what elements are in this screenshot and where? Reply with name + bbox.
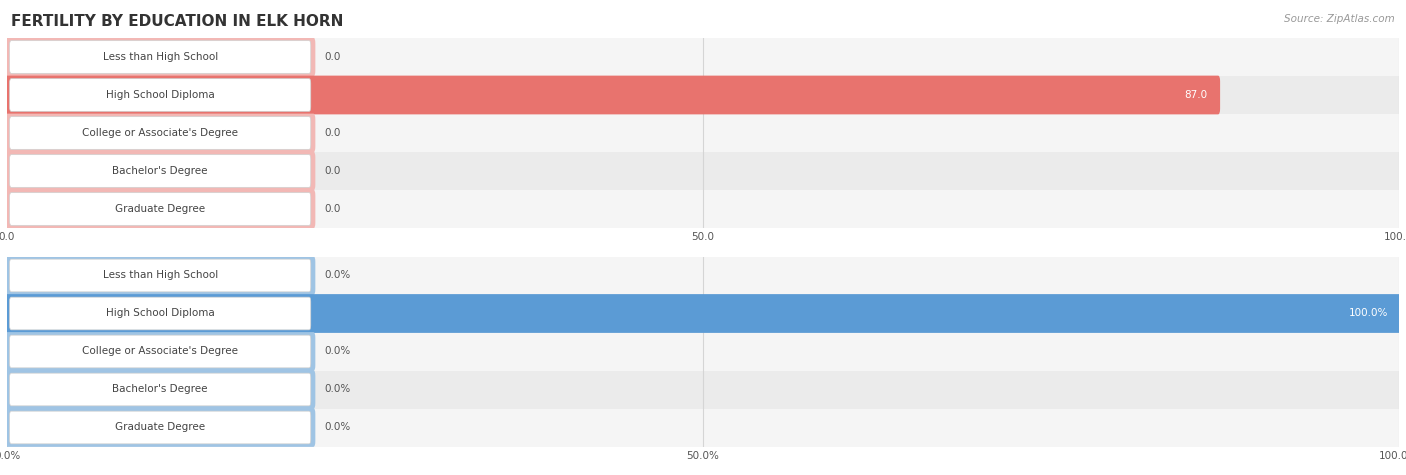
FancyBboxPatch shape (10, 117, 311, 149)
FancyBboxPatch shape (10, 193, 311, 225)
Bar (7, 114, 1399, 152)
Text: FERTILITY BY EDUCATION IN ELK HORN: FERTILITY BY EDUCATION IN ELK HORN (11, 14, 343, 29)
Text: High School Diploma: High School Diploma (105, 90, 215, 100)
FancyBboxPatch shape (6, 256, 315, 295)
Bar (7, 256, 1399, 294)
Text: 0.0: 0.0 (325, 204, 340, 214)
Text: 0.0: 0.0 (325, 166, 340, 176)
FancyBboxPatch shape (6, 38, 315, 76)
Text: 0.0: 0.0 (325, 52, 340, 62)
FancyBboxPatch shape (10, 259, 311, 292)
Text: 0.0%: 0.0% (325, 422, 350, 433)
FancyBboxPatch shape (6, 114, 315, 152)
Text: 100.0%: 100.0% (1348, 308, 1388, 319)
FancyBboxPatch shape (6, 190, 315, 228)
FancyBboxPatch shape (10, 41, 311, 73)
Bar (7, 38, 1399, 76)
FancyBboxPatch shape (10, 155, 311, 187)
Bar (7, 294, 1399, 332)
Bar (7, 190, 1399, 228)
FancyBboxPatch shape (6, 76, 1220, 114)
FancyBboxPatch shape (6, 152, 315, 190)
FancyBboxPatch shape (10, 411, 311, 444)
Text: Less than High School: Less than High School (103, 52, 218, 62)
FancyBboxPatch shape (6, 294, 1400, 333)
Text: 0.0%: 0.0% (325, 270, 350, 281)
Text: 0.0%: 0.0% (325, 384, 350, 395)
Text: Bachelor's Degree: Bachelor's Degree (112, 384, 208, 395)
Text: Graduate Degree: Graduate Degree (115, 204, 205, 214)
Bar (7, 332, 1399, 371)
Text: 0.0%: 0.0% (325, 346, 350, 357)
Text: Bachelor's Degree: Bachelor's Degree (112, 166, 208, 176)
FancyBboxPatch shape (10, 79, 311, 111)
Bar (7, 76, 1399, 114)
Text: College or Associate's Degree: College or Associate's Degree (82, 346, 238, 357)
FancyBboxPatch shape (10, 297, 311, 330)
FancyBboxPatch shape (10, 373, 311, 406)
Bar (7, 152, 1399, 190)
FancyBboxPatch shape (6, 332, 315, 371)
Text: Graduate Degree: Graduate Degree (115, 422, 205, 433)
FancyBboxPatch shape (6, 370, 315, 409)
Bar (7, 370, 1399, 408)
FancyBboxPatch shape (6, 408, 315, 447)
Text: College or Associate's Degree: College or Associate's Degree (82, 128, 238, 138)
Text: High School Diploma: High School Diploma (105, 308, 215, 319)
Text: 0.0: 0.0 (325, 128, 340, 138)
Text: Less than High School: Less than High School (103, 270, 218, 281)
Bar (7, 408, 1399, 446)
Text: 87.0: 87.0 (1184, 90, 1206, 100)
FancyBboxPatch shape (10, 335, 311, 368)
Text: Source: ZipAtlas.com: Source: ZipAtlas.com (1284, 14, 1395, 24)
